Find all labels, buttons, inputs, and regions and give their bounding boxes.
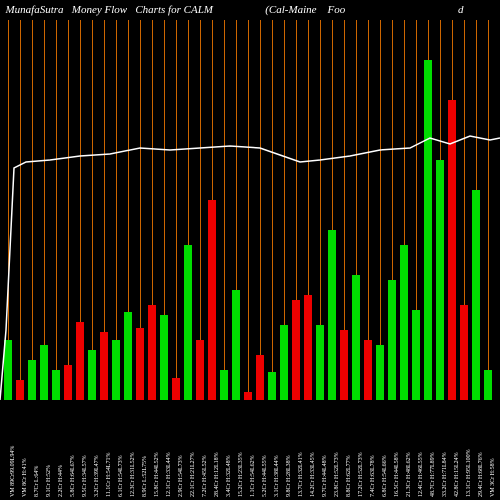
chart-container: MunafaSutra Money Flow Charts for CALM (…: [0, 0, 500, 500]
x-axis-label: 21.3Cr H:48L62%: [406, 452, 412, 497]
price-line: [0, 20, 500, 400]
x-axis-label: 1.1Cr H:54L62%: [250, 455, 256, 497]
x-axis-label: 3.2Cr H:39L47%: [94, 455, 100, 497]
x-axis-label: 9.7Cr H:44L48%: [322, 455, 328, 497]
x-axis-label: 12.1Cr H:33L44%: [166, 452, 172, 497]
x-axis-label: 3.1Cr H:38L44%: [274, 455, 280, 497]
x-axis-label: 29.4Cr H:68L76%: [478, 452, 484, 497]
x-axis-label: VM 8Cr H:41%: [22, 458, 28, 497]
x-axis-label: 6.1Cr H:54L73%: [118, 455, 124, 497]
x-axis-label: 8.9Cr L:52L75%: [142, 456, 148, 497]
chart-title: MunafaSutra Money Flow Charts for CALM (…: [0, 4, 500, 16]
x-axis-label: 9.1Cr H:52%: [46, 465, 52, 497]
x-axis-label: 13.1Cr H:95L100%: [466, 449, 472, 497]
x-axis-label: 5.8Cr H:64L67%: [70, 455, 76, 497]
x-axis-label: 15.2Cr H:23L35%: [238, 452, 244, 497]
x-axis-label: 23.8Cr H:52L73%: [334, 452, 340, 497]
plot-area: [0, 20, 500, 400]
x-axis-label: 28.4Cr H:12L18%: [214, 452, 220, 497]
x-axis-label: 14.2Cr H:33L45%: [310, 452, 316, 497]
x-axis-label: 12.3Cr H:31L52%: [130, 452, 136, 497]
x-axis-label: 33.2Cr H:71L84%: [442, 452, 448, 497]
x-axis-label: 12.4Cr H:46L55%: [418, 452, 424, 497]
x-axis-label: VM 3Cr H:58%: [490, 458, 496, 497]
x-axis-label: 8.7Cr L:64%: [34, 466, 40, 497]
x-axis-label: 15.8Cr H:44L52%: [154, 452, 160, 497]
x-axis-label: 2.2Cr H:44%: [58, 465, 64, 497]
x-axis-label: 7.4Cr H:63L78%: [370, 455, 376, 497]
x-axis-label: 48.7Cr H:77L89%: [430, 452, 436, 497]
x-axis-labels: VM 89Cr99.09L94% VM 8Cr H:41% 8.7Cr L:64% 9…: [0, 402, 500, 500]
x-axis-label: 8.8Cr H:62L77%: [346, 455, 352, 497]
x-axis-label: 16.5Cr H:44L58%: [394, 452, 400, 497]
x-axis-label: VM 89Cr99.09L94%: [10, 446, 16, 497]
x-axis-label: 3.4Cr H:32L48%: [226, 455, 232, 497]
x-axis-label: 42.8Cr H:15L24%: [454, 452, 460, 497]
x-axis-label: 17.2Cr H:52L73%: [358, 452, 364, 497]
x-axis-label: 5.2Cr H:44L55%: [262, 455, 268, 497]
x-axis-label: 7.2Cr H:45L52%: [202, 455, 208, 497]
x-axis-label: 11.1Cr H:54L71%: [106, 453, 112, 497]
price-polyline: [0, 136, 500, 400]
x-axis-label: 9.8Cr H:28L38%: [286, 455, 292, 497]
x-axis-label: 22.1Cr H:21L27%: [190, 452, 196, 497]
x-axis-label: 13.7Cr H:32L41%: [298, 452, 304, 497]
x-axis-label: 6.8Cr H:54L66%: [382, 455, 388, 497]
x-axis-label: 9.5Cr H:34L57%: [82, 455, 88, 497]
x-axis-label: 2.9Cr H:54L73%: [178, 455, 184, 497]
